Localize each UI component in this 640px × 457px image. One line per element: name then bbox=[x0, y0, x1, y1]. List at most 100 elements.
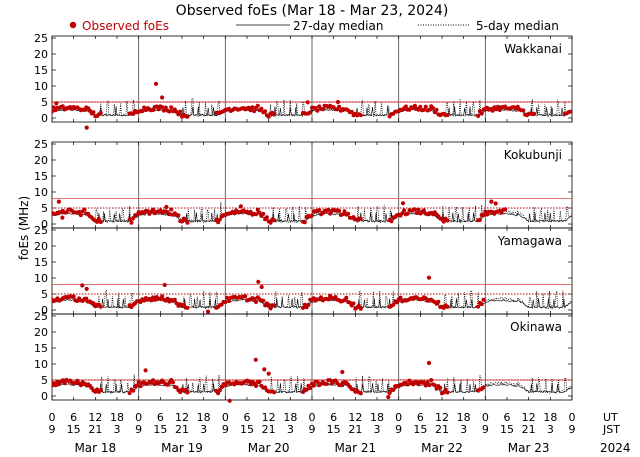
observed-point bbox=[178, 109, 183, 114]
observed-point bbox=[328, 378, 333, 383]
y-tick-label: 5 bbox=[41, 288, 48, 301]
jst-tick-label: 3 bbox=[114, 423, 121, 436]
y-tick-label: 5 bbox=[41, 96, 48, 109]
y-tick-label: 10 bbox=[34, 80, 48, 93]
observed-point bbox=[423, 383, 428, 388]
ut-tick-label: 6 bbox=[504, 411, 511, 424]
y-tick-label: 10 bbox=[34, 358, 48, 371]
observed-outlier bbox=[143, 368, 148, 373]
observed-outlier bbox=[256, 279, 261, 284]
observed-point bbox=[421, 107, 426, 112]
observed-point bbox=[169, 207, 174, 212]
y-tick-label: 20 bbox=[34, 48, 48, 61]
observed-point bbox=[479, 111, 484, 116]
jst-tick-label: 15 bbox=[67, 423, 81, 436]
y-tick-label: 10 bbox=[34, 272, 48, 285]
observed-point bbox=[445, 113, 450, 117]
observed-point bbox=[185, 220, 190, 225]
observed-point bbox=[98, 388, 103, 393]
jst-tick-label: 3 bbox=[374, 423, 381, 436]
y-tick-label: 0 bbox=[41, 218, 48, 231]
station-name: Kokubunji bbox=[504, 148, 562, 162]
observed-point bbox=[445, 390, 450, 395]
observed-point bbox=[391, 302, 396, 307]
observed-point bbox=[266, 114, 271, 119]
observed-point bbox=[257, 210, 262, 215]
ut-tick-label: 18 bbox=[543, 411, 557, 424]
jst-tick-label: 9 bbox=[395, 423, 402, 436]
observed-point bbox=[497, 108, 502, 112]
observed-point bbox=[91, 110, 96, 115]
observed-point bbox=[568, 109, 572, 114]
observed-outlier bbox=[489, 199, 494, 204]
y-tick-label: 15 bbox=[34, 256, 48, 269]
observed-outlier bbox=[253, 357, 258, 362]
observed-outlier bbox=[340, 369, 345, 375]
observed-point bbox=[342, 209, 347, 214]
ut-tick-label: 12 bbox=[435, 411, 449, 424]
observed-point bbox=[185, 305, 190, 310]
y-tick-label: 5 bbox=[41, 374, 48, 387]
observed-point bbox=[172, 297, 177, 302]
observed-point bbox=[340, 212, 345, 217]
observed-point bbox=[306, 302, 311, 307]
observed-point bbox=[248, 108, 253, 113]
observed-point bbox=[226, 299, 231, 303]
y-tick-label: 25 bbox=[34, 32, 48, 45]
observed-point bbox=[477, 218, 482, 222]
observed-point bbox=[272, 218, 277, 223]
observed-outlier bbox=[335, 99, 341, 105]
observed-point bbox=[185, 114, 190, 119]
ut-tick-label: 0 bbox=[222, 411, 229, 424]
observed-point bbox=[521, 108, 526, 113]
legend-5day-label: 5-day median bbox=[476, 19, 559, 33]
observed-point bbox=[98, 304, 103, 309]
observed-point bbox=[349, 109, 354, 114]
jst-tick-label: 21 bbox=[88, 423, 102, 436]
observed-point bbox=[272, 390, 277, 395]
observed-point bbox=[358, 216, 363, 221]
observed-point bbox=[149, 298, 154, 303]
observed-point bbox=[264, 215, 269, 220]
observed-point bbox=[252, 296, 257, 301]
observed-point bbox=[438, 385, 443, 390]
ut-tick-label: 18 bbox=[283, 411, 297, 424]
observed-outlier bbox=[426, 360, 432, 366]
observed-point bbox=[131, 388, 136, 393]
legend-27day-label: 27-day median bbox=[293, 19, 383, 33]
observed-point bbox=[434, 107, 439, 112]
observed-point bbox=[268, 306, 273, 311]
observed-point bbox=[387, 391, 392, 395]
observed-point bbox=[140, 109, 145, 114]
ut-tick-label: 12 bbox=[175, 411, 189, 424]
observed-point bbox=[344, 295, 349, 300]
y-tick-label: 0 bbox=[41, 390, 48, 403]
observed-point bbox=[337, 208, 342, 213]
observed-point bbox=[346, 211, 351, 216]
observed-point bbox=[261, 298, 266, 303]
observed-point bbox=[301, 305, 305, 310]
observed-point bbox=[255, 207, 260, 212]
observed-point bbox=[129, 220, 134, 225]
observed-point bbox=[163, 105, 168, 110]
ut-tick-label: 0 bbox=[49, 411, 56, 424]
observed-point bbox=[127, 217, 132, 222]
observed-point bbox=[169, 105, 174, 110]
observed-point bbox=[427, 107, 432, 112]
observed-point bbox=[405, 382, 410, 387]
observed-point bbox=[167, 212, 172, 216]
observed-point bbox=[53, 383, 58, 388]
ut-tick-label: 6 bbox=[417, 411, 424, 424]
observed-point bbox=[156, 107, 161, 112]
jst-tick-label: 15 bbox=[413, 423, 427, 436]
observed-point bbox=[358, 306, 363, 311]
observed-point bbox=[436, 299, 441, 304]
ut-tick-label: 6 bbox=[157, 411, 164, 424]
observed-point bbox=[389, 219, 394, 224]
observed-outlier bbox=[400, 201, 406, 206]
observed-point bbox=[254, 300, 258, 304]
observed-point bbox=[52, 109, 54, 114]
y-tick-label: 10 bbox=[34, 186, 48, 199]
observed-point bbox=[320, 107, 325, 112]
